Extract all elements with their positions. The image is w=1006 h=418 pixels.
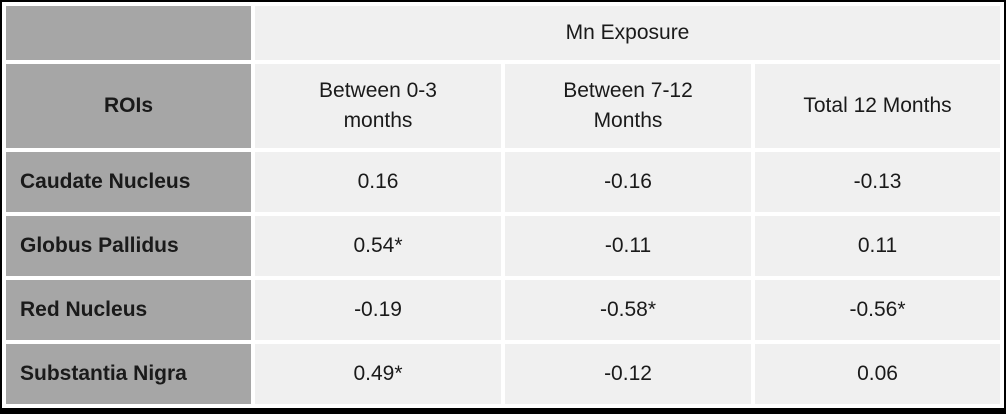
table-row-caudate-nucleus: Caudate Nucleus 0.16 -0.16 -0.13: [6, 152, 1001, 212]
col-header-between-0-3-months: Between 0-3 months: [255, 64, 501, 148]
value-cell: -0.13: [755, 152, 1001, 212]
value-cell: -0.16: [505, 152, 751, 212]
row-label-header-cell: ROIs: [6, 64, 251, 148]
col-header-between-7-12-months: Between 7-12 Months: [505, 64, 751, 148]
value-cell: -0.11: [505, 216, 751, 276]
table-row-substantia-nigra: Substantia Nigra 0.49* -0.12 0.06: [6, 344, 1001, 404]
value-cell: 0.49*: [255, 344, 501, 404]
value-cell: 0.54*: [255, 216, 501, 276]
value-cell: 0.11: [755, 216, 1001, 276]
value-cell: 0.06: [755, 344, 1001, 404]
roi-label-cell: Substantia Nigra: [6, 344, 251, 404]
value-cell: -0.56*: [755, 280, 1001, 340]
roi-label-cell: Globus Pallidus: [6, 216, 251, 276]
value-cell: -0.58*: [505, 280, 751, 340]
roi-label-cell: Red Nucleus: [6, 280, 251, 340]
group-header-row: Mn Exposure: [6, 6, 1001, 60]
value-cell: -0.19: [255, 280, 501, 340]
value-cell: 0.16: [255, 152, 501, 212]
col-header-total-12-months: Total 12 Months: [755, 64, 1001, 148]
corner-cell: [6, 6, 251, 60]
column-header-row: ROIs Between 0-3 months Between 7-12 Mon…: [6, 64, 1001, 148]
roi-label-cell: Caudate Nucleus: [6, 152, 251, 212]
table-row-red-nucleus: Red Nucleus -0.19 -0.58* -0.56*: [6, 280, 1001, 340]
table-row-globus-pallidus: Globus Pallidus 0.54* -0.11 0.11: [6, 216, 1001, 276]
group-header-cell: Mn Exposure: [255, 6, 1001, 60]
value-cell: -0.12: [505, 344, 751, 404]
